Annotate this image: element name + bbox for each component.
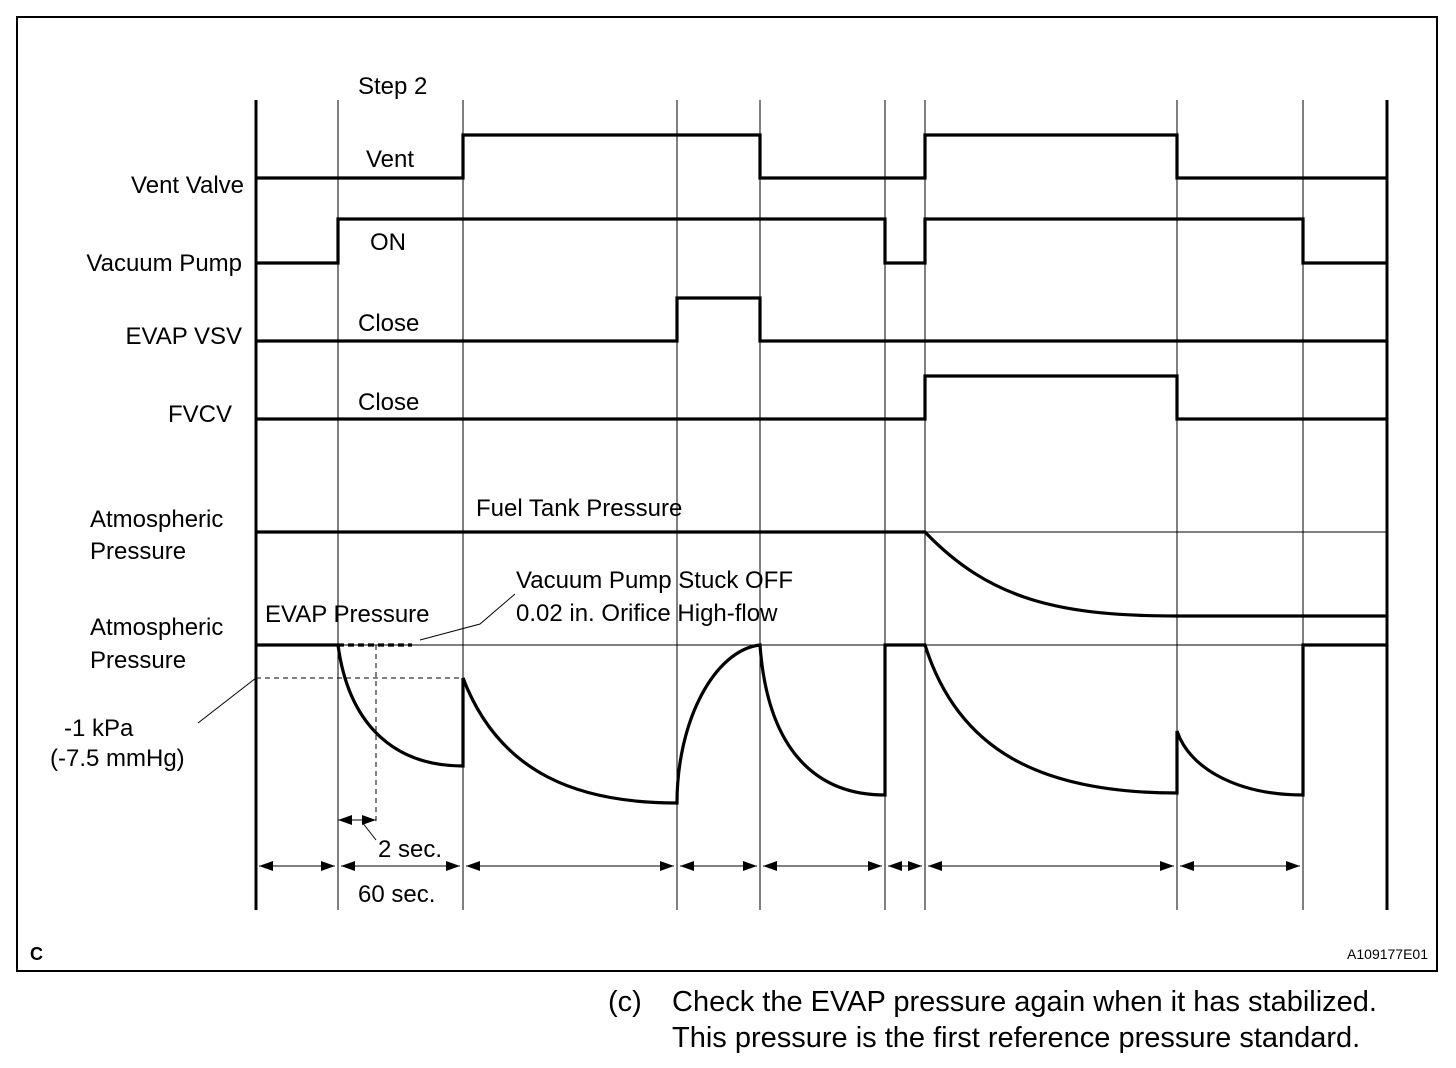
- caption-line-1: Check the EVAP pressure again when it ha…: [672, 986, 1377, 1018]
- atmospheric-pressure-label-2: Atmospheric: [90, 614, 223, 641]
- vent-valve-label: Vent Valve: [131, 172, 244, 199]
- sixty-sec-label: 60 sec.: [358, 881, 435, 908]
- evap-vsv-close-label: Close: [358, 310, 419, 337]
- stuck-off-label-line2: 0.02 in. Orifice High-flow: [516, 600, 778, 627]
- vacuum-pump-waveform: [256, 217, 1387, 265]
- interval-arrowhead: [908, 861, 922, 871]
- interval-arrowhead: [888, 861, 902, 871]
- interval-arrowhead: [1160, 861, 1174, 871]
- kpa-label: -1 kPa: [64, 715, 134, 742]
- interval-arrowhead: [763, 861, 777, 871]
- caption-marker: (c): [608, 986, 642, 1018]
- stuck-off-label-line1: Vacuum Pump Stuck OFF: [516, 567, 793, 594]
- interval-dimension-arrows: [259, 861, 1300, 871]
- interval-arrowhead: [259, 861, 273, 871]
- step-label: Step 2: [358, 73, 427, 100]
- caption-line-2: This pressure is the first reference pre…: [672, 1022, 1361, 1054]
- mmhg-label: (-7.5 mmHg): [50, 745, 185, 772]
- fuel-tank-pressure-label: Fuel Tank Pressure: [476, 495, 682, 522]
- kpa-leader: [197, 677, 257, 724]
- atmospheric-pressure-label-1b: Pressure: [90, 538, 186, 565]
- two-sec-label: 2 sec.: [378, 836, 442, 863]
- timing-diagram: Step 2 Vent Valve Vacuum Pump EVAP VSV F…: [30, 73, 1428, 964]
- interval-arrowhead: [660, 861, 674, 871]
- evap-pressure-curve: [256, 643, 1387, 805]
- interval-arrowhead: [446, 861, 460, 871]
- vent-valve-waveform: [256, 133, 1387, 180]
- interval-arrowhead: [680, 861, 694, 871]
- fuel-tank-pressure-curve: [256, 530, 1387, 618]
- two-sec-dimension: [338, 815, 376, 825]
- evap-vsv-waveform: [256, 296, 1387, 343]
- diagram-frame: [16, 16, 1438, 972]
- timing-gridlines: [254, 100, 1389, 910]
- two-sec-leader: [361, 821, 377, 841]
- vacuum-pump-label: Vacuum Pump: [86, 250, 242, 277]
- interval-arrowhead: [1180, 861, 1194, 871]
- evap-pressure-label: EVAP Pressure: [265, 601, 430, 628]
- corner-mark: C: [30, 944, 43, 964]
- figure-id: A109177E01: [1347, 946, 1428, 962]
- stuck-off-leader: [419, 593, 516, 641]
- interval-arrowhead: [743, 861, 757, 871]
- interval-arrowhead: [928, 861, 942, 871]
- fvcv-waveform: [256, 374, 1387, 421]
- interval-arrowhead: [321, 861, 335, 871]
- fvcv-close-label: Close: [358, 389, 419, 416]
- interval-arrowhead: [1286, 861, 1300, 871]
- interval-arrowhead: [341, 861, 355, 871]
- atmospheric-pressure-label-2b: Pressure: [90, 647, 186, 674]
- evap-vsv-label: EVAP VSV: [125, 323, 242, 350]
- on-state-label: ON: [370, 229, 406, 256]
- atmospheric-pressure-label-1: Atmospheric: [90, 506, 223, 533]
- fvcv-label: FVCV: [168, 401, 232, 428]
- vent-state-label: Vent: [366, 146, 414, 173]
- interval-arrowhead: [466, 861, 480, 871]
- interval-arrowhead: [868, 861, 882, 871]
